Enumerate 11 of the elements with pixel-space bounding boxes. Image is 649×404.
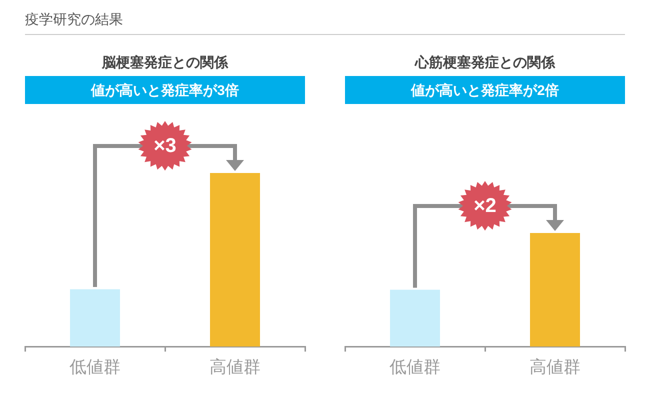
chart-title: 脳梗塞発症との関係: [100, 53, 230, 72]
x-tick-label: 低値群: [390, 357, 440, 376]
x-tick-label: 低値群: [70, 357, 120, 376]
chart-subtitle: 値が高いと発症率が3倍: [25, 76, 305, 104]
text: ×3: [154, 135, 176, 157]
chart-subtitle: 値が高いと発症率が2倍: [345, 76, 625, 104]
x-tick-label: 高値群: [530, 357, 580, 376]
text: ×2: [474, 195, 496, 217]
chart-title: 心筋梗塞発症との関係: [414, 53, 556, 72]
x-tick-label: 高値群: [210, 357, 260, 376]
text: 疫学研究の結果: [25, 10, 123, 28]
